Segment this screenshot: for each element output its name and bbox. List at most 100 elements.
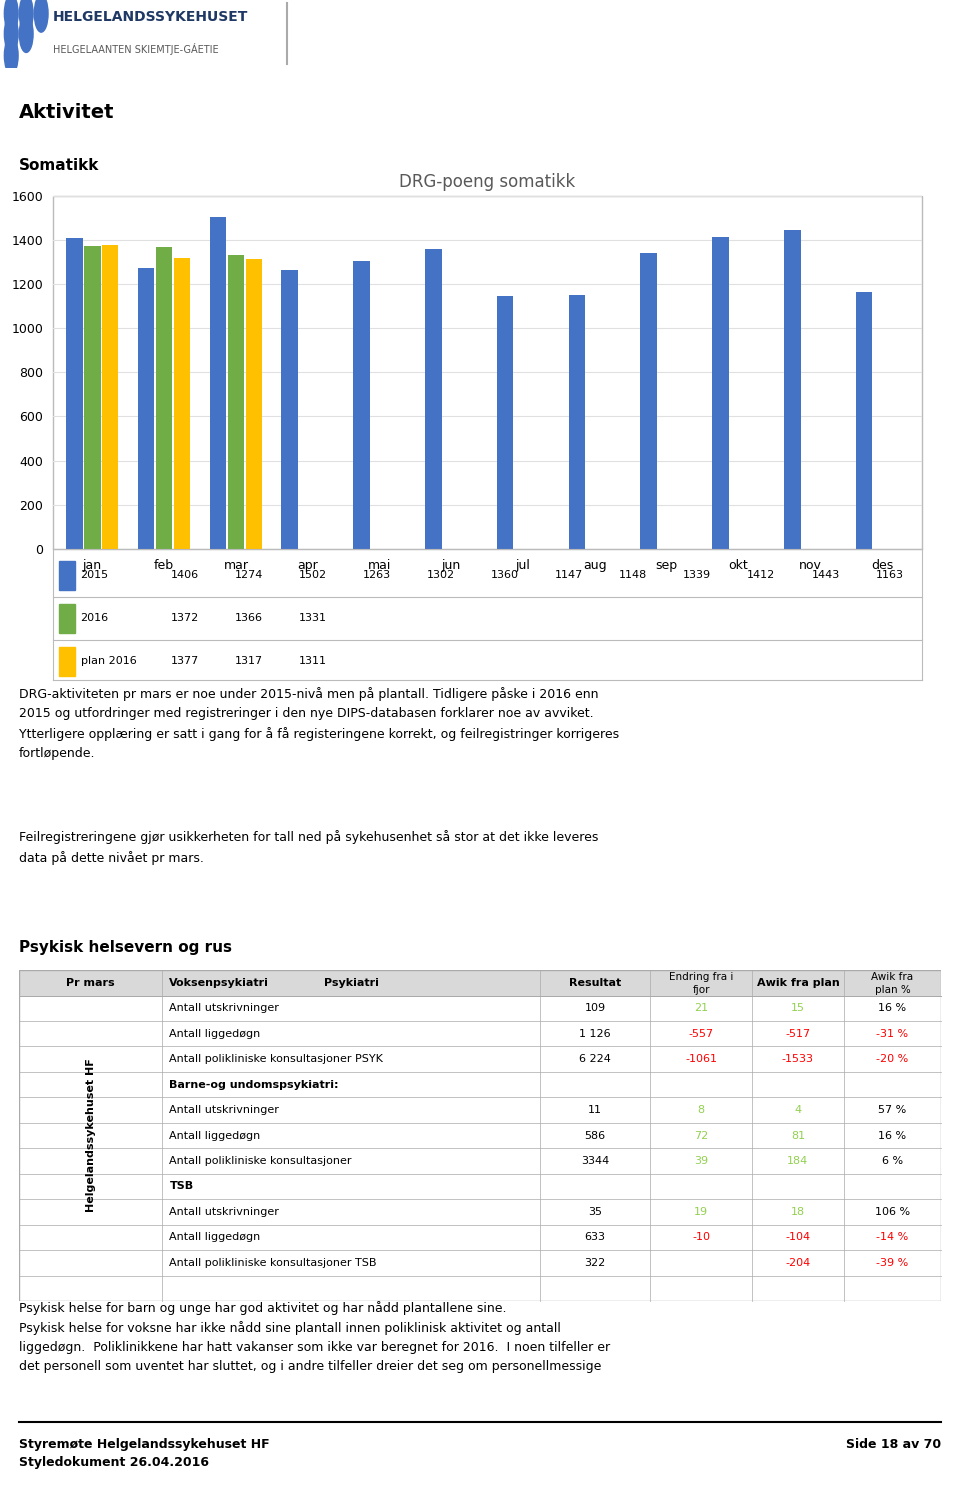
Text: 1360: 1360 (492, 570, 519, 581)
Text: DRG-aktiviteten pr mars er noe under 2015-nivå men på plantall. Tidligere påske : DRG-aktiviteten pr mars er noe under 201… (19, 687, 619, 760)
Text: 586: 586 (585, 1131, 606, 1140)
Text: Awik fra plan: Awik fra plan (756, 978, 839, 988)
Text: 1148: 1148 (619, 570, 647, 581)
Text: 35: 35 (588, 1206, 602, 1217)
Bar (856, 292, 873, 549)
Bar (281, 269, 298, 549)
Text: 1502: 1502 (299, 570, 327, 581)
Text: 72: 72 (694, 1131, 708, 1140)
Ellipse shape (19, 15, 33, 53)
Ellipse shape (5, 0, 18, 32)
Text: 6 224: 6 224 (579, 1054, 612, 1065)
Text: Antall polikliniske konsultasjoner TSB: Antall polikliniske konsultasjoner TSB (169, 1257, 377, 1268)
Text: 633: 633 (585, 1232, 606, 1242)
Bar (84, 245, 101, 549)
Ellipse shape (19, 0, 33, 32)
Bar (209, 217, 227, 549)
Text: plan 2016: plan 2016 (81, 656, 136, 666)
Text: HELGELANDSSYKEHUSET: HELGELANDSSYKEHUSET (53, 11, 249, 24)
Text: 16 %: 16 % (878, 1131, 906, 1140)
Text: -557: -557 (688, 1029, 713, 1039)
Text: 2015: 2015 (81, 570, 108, 581)
Bar (53, 196, 922, 549)
Text: -1061: -1061 (685, 1054, 717, 1065)
Text: 39: 39 (694, 1157, 708, 1166)
Bar (784, 230, 801, 549)
Text: 1302: 1302 (427, 570, 455, 581)
Text: 1147: 1147 (555, 570, 584, 581)
Text: -1533: -1533 (782, 1054, 814, 1065)
Text: -204: -204 (785, 1257, 810, 1268)
Text: 57 %: 57 % (878, 1105, 906, 1114)
Title: DRG-poeng somatikk: DRG-poeng somatikk (399, 173, 575, 191)
Text: Psykisk helse for barn og unge har god aktivitet og har nådd plantallene sine.
P: Psykisk helse for barn og unge har god a… (19, 1301, 611, 1373)
Text: 4: 4 (794, 1105, 802, 1114)
Text: Antall utskrivninger: Antall utskrivninger (169, 1003, 279, 1014)
Bar (174, 259, 190, 549)
Bar (102, 245, 118, 549)
Text: 1263: 1263 (363, 570, 391, 581)
Bar (712, 238, 729, 549)
Text: Antall liggedøgn: Antall liggedøgn (169, 1232, 261, 1242)
Text: 184: 184 (787, 1157, 808, 1166)
Bar (246, 259, 262, 549)
Bar (66, 238, 83, 549)
Text: 322: 322 (585, 1257, 606, 1268)
Text: plan %: plan % (875, 985, 910, 996)
Text: 81: 81 (791, 1131, 805, 1140)
Text: 1163: 1163 (876, 570, 903, 581)
Text: 1366: 1366 (235, 614, 263, 623)
Text: Antall polikliniske konsultasjoner PSYK: Antall polikliniske konsultasjoner PSYK (169, 1054, 383, 1065)
Text: Voksenpsykiatri: Voksenpsykiatri (169, 978, 270, 988)
Text: 21: 21 (694, 1003, 708, 1014)
Ellipse shape (5, 38, 18, 74)
Text: 1443: 1443 (811, 570, 840, 581)
Text: Somatikk: Somatikk (19, 158, 100, 173)
Text: 1372: 1372 (171, 614, 199, 623)
Text: 16 %: 16 % (878, 1003, 906, 1014)
Text: -20 %: -20 % (876, 1054, 908, 1065)
Text: 8: 8 (698, 1105, 705, 1114)
Text: 1406: 1406 (171, 570, 199, 581)
Text: -31 %: -31 % (876, 1029, 908, 1039)
Ellipse shape (35, 0, 48, 32)
Text: Barne-og undomspsykiatri:: Barne-og undomspsykiatri: (169, 1080, 339, 1089)
Text: Psykiatri: Psykiatri (324, 978, 378, 988)
Text: Endring fra i: Endring fra i (669, 972, 733, 982)
Text: Helgelandssykehuset HF: Helgelandssykehuset HF (85, 1059, 96, 1212)
Bar (59, 561, 75, 590)
Text: 109: 109 (585, 1003, 606, 1014)
Text: 1339: 1339 (684, 570, 711, 581)
Bar (19, 970, 941, 996)
Text: 1377: 1377 (171, 656, 199, 666)
Bar (59, 647, 75, 675)
Text: HELGELAANTEN SKIEMTJE-GÁETIE: HELGELAANTEN SKIEMTJE-GÁETIE (53, 42, 219, 54)
Text: 1 126: 1 126 (580, 1029, 611, 1039)
Text: 6 %: 6 % (882, 1157, 903, 1166)
Text: -14 %: -14 % (876, 1232, 908, 1242)
Text: Antall polikliniske konsultasjoner: Antall polikliniske konsultasjoner (169, 1157, 352, 1166)
Text: -104: -104 (785, 1232, 810, 1242)
Text: Resultat: Resultat (569, 978, 621, 988)
Text: -10: -10 (692, 1232, 710, 1242)
Text: Side 18 av 70: Side 18 av 70 (846, 1438, 941, 1450)
Text: fjor: fjor (692, 985, 710, 996)
Text: 2016: 2016 (81, 614, 108, 623)
Bar (59, 605, 75, 633)
Text: Psykisk helsevern og rus: Psykisk helsevern og rus (19, 940, 232, 955)
Ellipse shape (5, 15, 18, 53)
Text: 3344: 3344 (581, 1157, 610, 1166)
Text: -39 %: -39 % (876, 1257, 908, 1268)
Text: Antall liggedøgn: Antall liggedøgn (169, 1029, 261, 1039)
Text: Pr mars: Pr mars (66, 978, 115, 988)
Text: Awik fra: Awik fra (872, 972, 914, 982)
Bar (640, 253, 657, 549)
Text: 18: 18 (791, 1206, 805, 1217)
Bar (156, 247, 173, 549)
Text: Antall utskrivninger: Antall utskrivninger (169, 1206, 279, 1217)
Text: 1274: 1274 (234, 570, 263, 581)
Bar (425, 248, 442, 549)
Text: 1412: 1412 (747, 570, 776, 581)
Bar (497, 296, 514, 549)
Text: Antall liggedøgn: Antall liggedøgn (169, 1131, 261, 1140)
